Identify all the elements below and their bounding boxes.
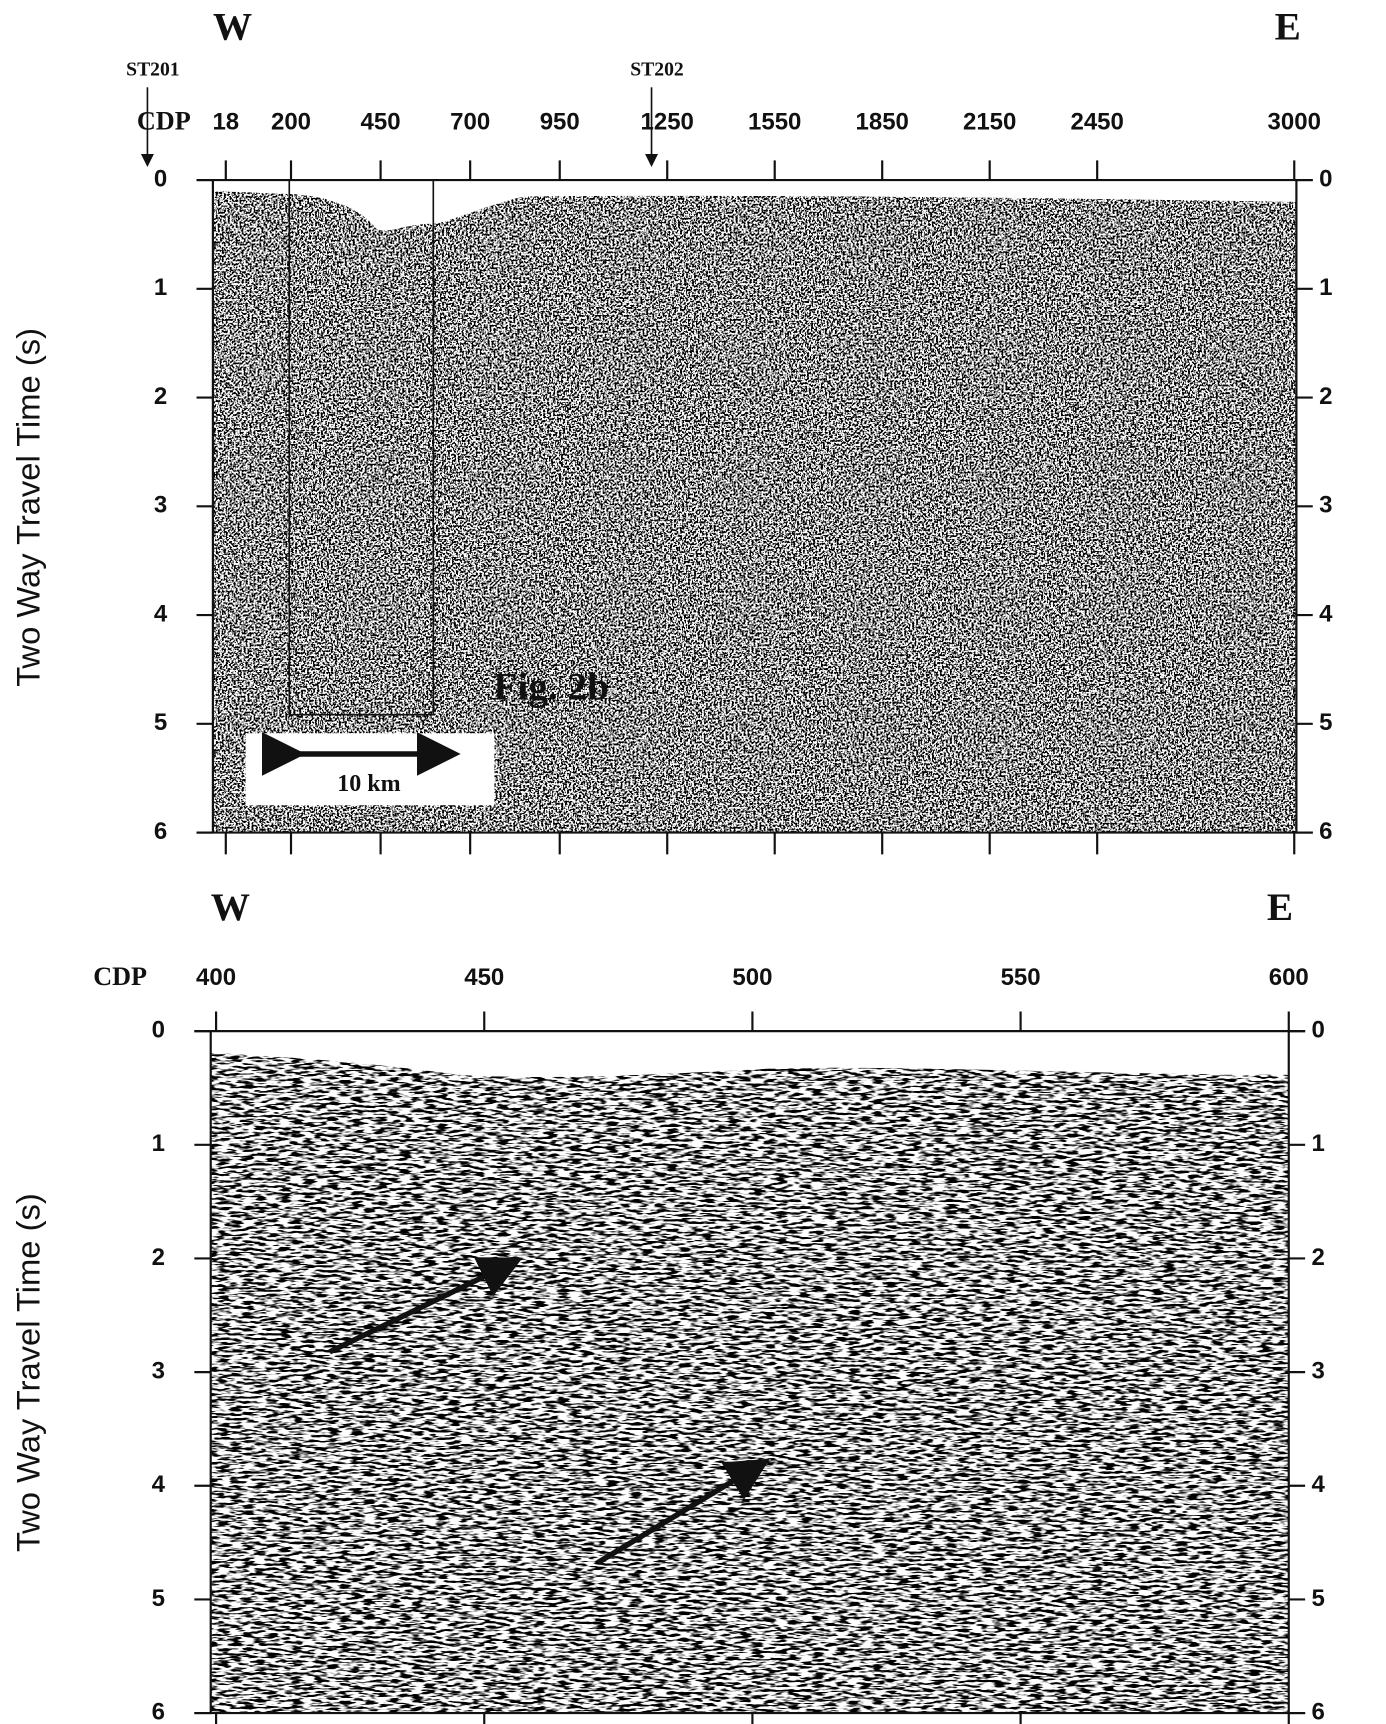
y-tick-label: 2 [1319, 383, 1332, 410]
x-tick-label: 1250 [641, 109, 694, 136]
y-tick-label: 2 [1312, 1244, 1325, 1271]
x-axis-label: CDP [137, 106, 191, 135]
y-tick-label: 4 [154, 600, 168, 627]
x-tick-label: 200 [271, 109, 311, 136]
x-tick-label: 2450 [1070, 109, 1123, 136]
direction-label: E [1267, 886, 1293, 929]
y-tick-label: 4 [1319, 600, 1333, 627]
y-axis-label: Two Way Travel Time (s) [9, 1193, 46, 1552]
x-tick-label: 550 [1001, 964, 1041, 991]
x-tick-label: 450 [361, 109, 401, 136]
x-tick-label: 1550 [748, 109, 801, 136]
direction-label: W [211, 886, 250, 929]
y-tick-label: 5 [154, 709, 167, 736]
y-tick-label: 5 [1319, 709, 1332, 736]
direction-label: W [213, 6, 252, 49]
x-tick-label: 2150 [963, 109, 1016, 136]
x-tick-label: 950 [540, 109, 580, 136]
direction-label: E [1275, 6, 1301, 49]
x-tick-label: 700 [450, 109, 490, 136]
y-tick-label: 2 [154, 383, 167, 410]
y-tick-label: 3 [152, 1357, 165, 1384]
y-tick-label: 1 [1319, 274, 1332, 301]
x-tick-label: 600 [1269, 964, 1309, 991]
annotation: ST202 [630, 58, 683, 80]
x-tick-label: 1850 [856, 109, 909, 136]
y-tick-label: 6 [152, 1698, 165, 1724]
y-tick-label: 1 [1312, 1130, 1325, 1157]
x-tick-label: 400 [196, 964, 236, 991]
y-tick-label: 1 [152, 1130, 165, 1157]
y-tick-label: 4 [152, 1471, 166, 1498]
annotation: ST201 [126, 58, 179, 80]
annotation: 10 km [337, 771, 400, 797]
seismic-image [212, 187, 1297, 833]
y-tick-label: 4 [1312, 1471, 1326, 1498]
x-tick-label: 450 [464, 964, 504, 991]
y-tick-label: 3 [1312, 1357, 1325, 1384]
annotation: Fig. 2b [493, 666, 609, 709]
water-column [210, 1031, 1289, 1078]
y-tick-label: 6 [1312, 1698, 1325, 1724]
y-tick-label: 3 [154, 492, 167, 519]
y-tick-label: 0 [154, 165, 167, 192]
y-tick-label: 5 [152, 1585, 165, 1612]
seismic-image [210, 1047, 1289, 1714]
y-tick-label: 6 [1319, 818, 1332, 845]
x-tick-label: 18 [212, 109, 239, 136]
x-tick-label: 500 [732, 964, 772, 991]
y-tick-label: 0 [152, 1016, 165, 1043]
y-tick-label: 3 [1319, 492, 1332, 519]
y-axis-label: Two Way Travel Time (s) [9, 328, 46, 687]
x-tick-label: 3000 [1268, 109, 1321, 136]
water-column [212, 180, 1297, 231]
y-tick-label: 0 [1312, 1016, 1325, 1043]
x-axis-label: CDP [93, 962, 147, 991]
pointer-arrow [328, 1257, 523, 1355]
y-tick-label: 1 [154, 274, 167, 301]
y-tick-label: 2 [152, 1244, 165, 1271]
y-tick-label: 0 [1319, 165, 1332, 192]
y-tick-label: 6 [154, 818, 167, 845]
y-tick-label: 5 [1312, 1585, 1325, 1612]
pointer-arrow [596, 1458, 770, 1565]
